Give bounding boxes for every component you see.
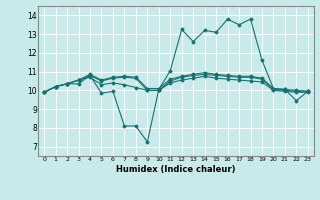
X-axis label: Humidex (Indice chaleur): Humidex (Indice chaleur) bbox=[116, 165, 236, 174]
